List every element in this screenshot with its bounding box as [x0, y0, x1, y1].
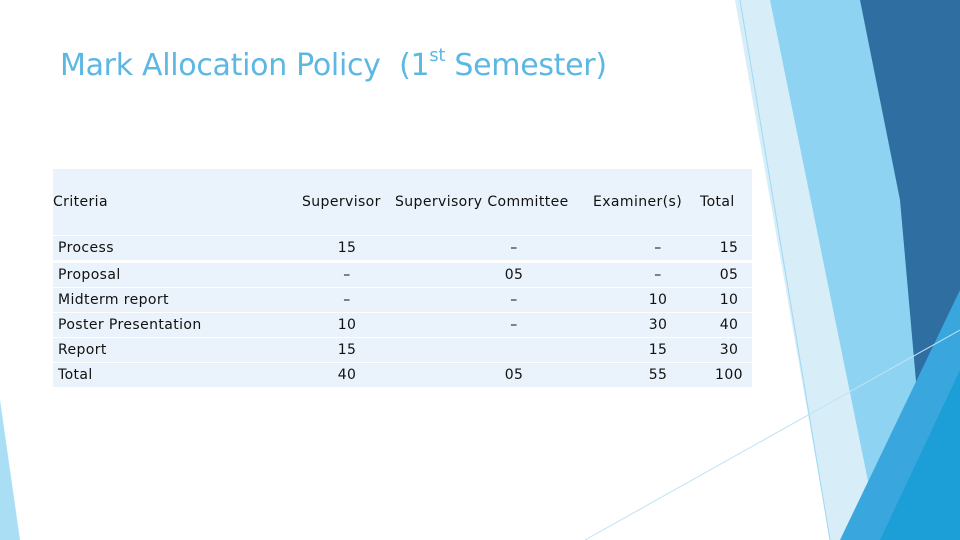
table-cell: 05: [504, 367, 524, 383]
row-label: Proposal: [58, 267, 121, 283]
table-cell: 55: [648, 367, 668, 383]
title-text: Mark Allocation Policy (1: [60, 48, 430, 83]
row-background: [53, 263, 752, 287]
row-background: [53, 363, 752, 387]
table-cell: –: [510, 240, 518, 256]
table-cell: 10: [719, 292, 739, 308]
column-header: Criteria: [53, 194, 108, 210]
column-header: Examiner(s): [593, 194, 683, 210]
table-cell: –: [510, 292, 518, 308]
row-label: Process: [58, 240, 114, 256]
row-background: [53, 236, 752, 260]
table-cell: 15: [648, 342, 668, 358]
table-cell: –: [654, 240, 662, 256]
table-cell: 15: [719, 240, 739, 256]
table-cell: 100: [715, 367, 743, 383]
table-cell: –: [343, 292, 351, 308]
row-background: [53, 313, 752, 337]
table-cell: 05: [719, 267, 739, 283]
title-superscript: st: [429, 45, 446, 66]
row-label: Midterm report: [58, 292, 169, 308]
row-label: Poster Presentation: [58, 317, 202, 333]
row-label: Report: [58, 342, 107, 358]
row-background: [53, 338, 752, 362]
title-text: Semester): [445, 48, 607, 83]
table-cell: 40: [719, 317, 739, 333]
table-cell: 30: [648, 317, 668, 333]
column-header: Supervisory Committee: [395, 194, 569, 210]
column-header: Total: [700, 194, 735, 210]
table-cell: –: [510, 317, 518, 333]
table-cell: –: [343, 267, 351, 283]
slide-title: Mark Allocation Policy (1st Semester): [60, 45, 607, 84]
table-cell: 15: [337, 240, 357, 256]
table-cell: 30: [719, 342, 739, 358]
column-header: Supervisor: [302, 194, 381, 210]
row-background: [53, 288, 752, 312]
table-cell: –: [654, 267, 662, 283]
table-cell: 10: [648, 292, 668, 308]
table-cell: 15: [337, 342, 357, 358]
table-cell: 10: [337, 317, 357, 333]
row-background: [53, 169, 752, 235]
table-cell: 40: [337, 367, 357, 383]
table-cell: 05: [504, 267, 524, 283]
row-label: Total: [58, 367, 93, 383]
